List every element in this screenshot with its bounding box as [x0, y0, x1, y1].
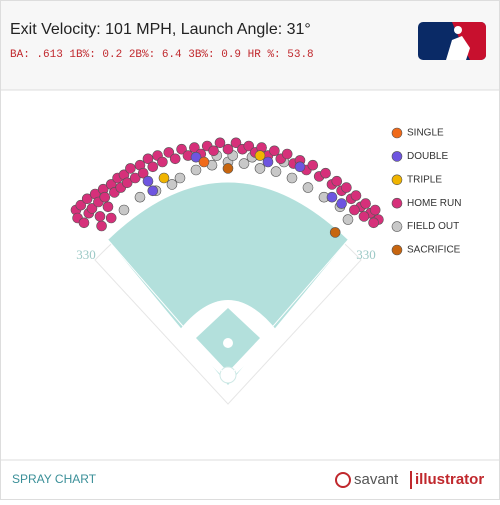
- hit-point: [208, 145, 219, 157]
- title: Exit Velocity: 101 MPH, Launch Angle: 31…: [10, 21, 311, 38]
- stats: BA: .613 1B%: 0.2 2B%: 6.4 3B%: 0.9 HR %…: [10, 49, 314, 61]
- outfield: [108, 182, 348, 385]
- hit-point: [349, 204, 360, 216]
- legend-label: TRIPLE: [407, 174, 442, 185]
- legend-label: SACRIFICE: [407, 245, 461, 256]
- hit-point: [157, 156, 168, 168]
- hit-point: [137, 167, 149, 179]
- legend-swatch: [391, 244, 403, 256]
- hit-point: [176, 143, 187, 155]
- home-circle: [219, 366, 237, 384]
- hit-point: [99, 191, 111, 203]
- hit-point: [147, 161, 159, 173]
- points: [70, 137, 384, 238]
- hit-point: [368, 217, 379, 229]
- mound: [223, 338, 233, 348]
- hit-point: [134, 191, 146, 203]
- mlb-logo: [418, 22, 486, 60]
- hit-point: [190, 164, 202, 176]
- hit-point: [198, 156, 210, 168]
- hit-point: [147, 185, 159, 197]
- hit-point: [336, 198, 347, 209]
- hit-point: [86, 203, 98, 214]
- hit-point: [78, 217, 90, 229]
- wall-distance: 330: [76, 247, 96, 262]
- hit-point: [169, 153, 181, 165]
- hit-point: [125, 163, 136, 174]
- hit-point: [94, 211, 106, 222]
- hit-point: [307, 159, 319, 171]
- hit-point: [158, 172, 170, 184]
- hit-point: [142, 175, 154, 187]
- brand-right: illustrator: [415, 471, 484, 488]
- hit-point: [270, 166, 282, 177]
- hit-point: [341, 182, 352, 193]
- hit-point: [214, 137, 226, 149]
- hit-point: [294, 161, 306, 173]
- hit-point: [190, 151, 202, 163]
- hit-point: [369, 204, 381, 216]
- brand-left: savant: [354, 471, 399, 488]
- hit-point: [121, 177, 133, 189]
- hit-point: [75, 199, 87, 211]
- legend-label: SINGLE: [407, 128, 444, 139]
- legend-swatch: [391, 151, 403, 162]
- footer-label: SPRAY CHART: [12, 472, 97, 486]
- hit-point: [262, 156, 274, 168]
- legend: SINGLE DOUBLE TRIPLE HOME RUN FIELD OUT SACRI…: [391, 127, 461, 256]
- hit-point: [230, 137, 242, 149]
- hit-point: [331, 175, 343, 187]
- hit-point: [342, 214, 354, 225]
- hit-point: [166, 179, 178, 190]
- foul-line: [107, 239, 229, 379]
- hit-point: [222, 143, 234, 155]
- foul-line: [227, 239, 349, 379]
- hit-point: [254, 150, 266, 161]
- legend-label: DOUBLE: [407, 151, 448, 162]
- hit-point: [326, 191, 338, 203]
- legend-swatch: [391, 174, 403, 186]
- hit-point: [129, 172, 141, 184]
- hit-point: [281, 148, 293, 160]
- hit-point: [360, 198, 371, 209]
- hit-point: [329, 227, 341, 238]
- hit-point: [102, 201, 114, 213]
- brand-icon: [335, 472, 351, 488]
- hit-point: [174, 172, 186, 184]
- hit-point: [105, 212, 117, 224]
- hit-point: [254, 163, 266, 174]
- hit-point: [222, 163, 234, 174]
- field: [94, 182, 362, 405]
- hit-point: [358, 211, 370, 222]
- hit-point: [238, 158, 250, 169]
- hit-point: [243, 140, 255, 152]
- hit-point: [142, 153, 154, 165]
- wall-distance: 330: [356, 247, 376, 262]
- hit-point: [269, 145, 280, 157]
- header-bg: [1, 1, 499, 90]
- hit-point: [96, 220, 107, 232]
- hit-point: [81, 193, 93, 205]
- hit-point: [350, 190, 362, 201]
- hit-point: [118, 204, 130, 216]
- hit-point: [163, 147, 175, 158]
- legend-swatch: [391, 197, 403, 209]
- legend-label: FIELD OUT: [407, 221, 459, 232]
- hit-point: [286, 172, 298, 184]
- hit-point: [302, 182, 314, 193]
- legend-label: HOME RUN: [407, 198, 461, 209]
- hit-point: [320, 167, 331, 179]
- legend-swatch: [391, 127, 403, 139]
- legend-swatch: [391, 221, 403, 232]
